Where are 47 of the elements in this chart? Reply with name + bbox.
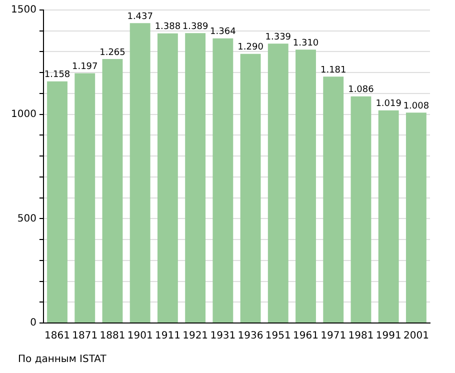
x-tick-label: 1971 — [320, 330, 346, 342]
data-label: 1.158 — [44, 70, 70, 80]
data-label: 1.086 — [348, 85, 374, 96]
x-tick-label: 1951 — [265, 330, 291, 342]
data-label: 1.290 — [238, 42, 264, 53]
data-label: 1.339 — [265, 32, 292, 42]
bar — [378, 110, 399, 322]
bar — [74, 73, 96, 322]
data-label: 1.364 — [210, 27, 236, 38]
bar — [296, 50, 316, 322]
y-tick-label: 500 — [17, 213, 36, 224]
y-tick-label: 1500 — [10, 4, 36, 16]
data-label: 1.019 — [376, 99, 402, 110]
bar — [185, 33, 206, 322]
x-tick-label: 2001 — [403, 330, 429, 342]
x-tick-label: 1991 — [376, 330, 402, 342]
bar — [406, 112, 426, 322]
x-tick-label: 1936 — [238, 330, 264, 342]
x-tick-label: 1901 — [127, 330, 153, 342]
x-tick-label: 1871 — [72, 330, 98, 342]
data-label: 1.265 — [100, 48, 126, 58]
x-tick-label: 1931 — [210, 330, 236, 342]
data-label: 1.008 — [403, 102, 430, 112]
bar — [157, 33, 178, 322]
bar — [130, 23, 150, 322]
y-tick-label: 0 — [30, 318, 36, 329]
x-tick-label: 1881 — [100, 330, 126, 342]
bar — [350, 96, 372, 322]
bar — [102, 59, 123, 322]
bar — [323, 76, 344, 322]
text: По данным ISTAT — [18, 354, 106, 365]
data-label: 1.389 — [182, 22, 208, 32]
x-tick-label: 1981 — [348, 330, 374, 342]
data-label: 1.310 — [292, 38, 319, 48]
x-tick-label: 1911 — [154, 330, 180, 342]
y-tick-label: 1000 — [10, 108, 36, 120]
data-label: 1.388 — [154, 22, 181, 32]
x-tick-label: 1921 — [182, 330, 208, 342]
bar — [240, 54, 261, 322]
data-label: 1.197 — [72, 62, 98, 72]
x-tick-label: 1861 — [44, 330, 70, 342]
bar — [212, 38, 234, 322]
x-tick-label: 1961 — [293, 330, 318, 342]
bar — [47, 81, 68, 322]
bar — [268, 44, 288, 322]
data-label: 1.181 — [320, 65, 346, 76]
data-label: 1.437 — [127, 12, 153, 22]
